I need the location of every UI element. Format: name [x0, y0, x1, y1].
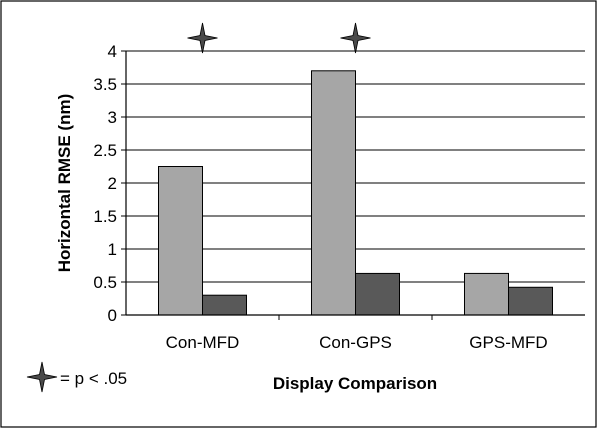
- bar: [508, 286, 553, 316]
- y-ticks: 0 0.5 1 1.5 2 2.5 3 3.5 4: [93, 42, 126, 325]
- x-tick-label: Con-GPS: [319, 333, 392, 352]
- bar: [202, 294, 247, 316]
- x-tick-label: Con-MFD: [166, 333, 240, 352]
- y-tick-label: 1: [108, 240, 117, 259]
- y-tick-label: 1.5: [93, 207, 117, 226]
- y-tick-label: 2.5: [93, 141, 117, 160]
- x-tick-label: GPS-MFD: [469, 333, 547, 352]
- y-tick-label: 3.5: [93, 75, 117, 94]
- bar: [158, 166, 203, 316]
- significance-star-icon: [340, 22, 371, 54]
- x-axis-title: Display Comparison: [273, 374, 437, 393]
- x-ticks: Con-MFD Con-GPS GPS-MFD: [166, 315, 548, 352]
- bars: [158, 70, 553, 316]
- y-tick-label: 4: [108, 42, 117, 61]
- bar: [355, 272, 400, 316]
- significance-markers: [187, 22, 371, 54]
- y-axis-title: Horizontal RMSE (nm): [55, 94, 74, 273]
- bar: [311, 70, 356, 316]
- significance-star-icon: [187, 22, 218, 54]
- y-tick-label: 2: [108, 174, 117, 193]
- y-tick-label: 0.5: [93, 273, 117, 292]
- legend-label: = p < .05: [60, 369, 127, 388]
- bar: [464, 272, 509, 316]
- legend: = p < .05: [26, 361, 127, 393]
- four-point-star-icon: [26, 361, 58, 393]
- y-tick-label: 0: [108, 306, 117, 325]
- y-tick-label: 3: [108, 108, 117, 127]
